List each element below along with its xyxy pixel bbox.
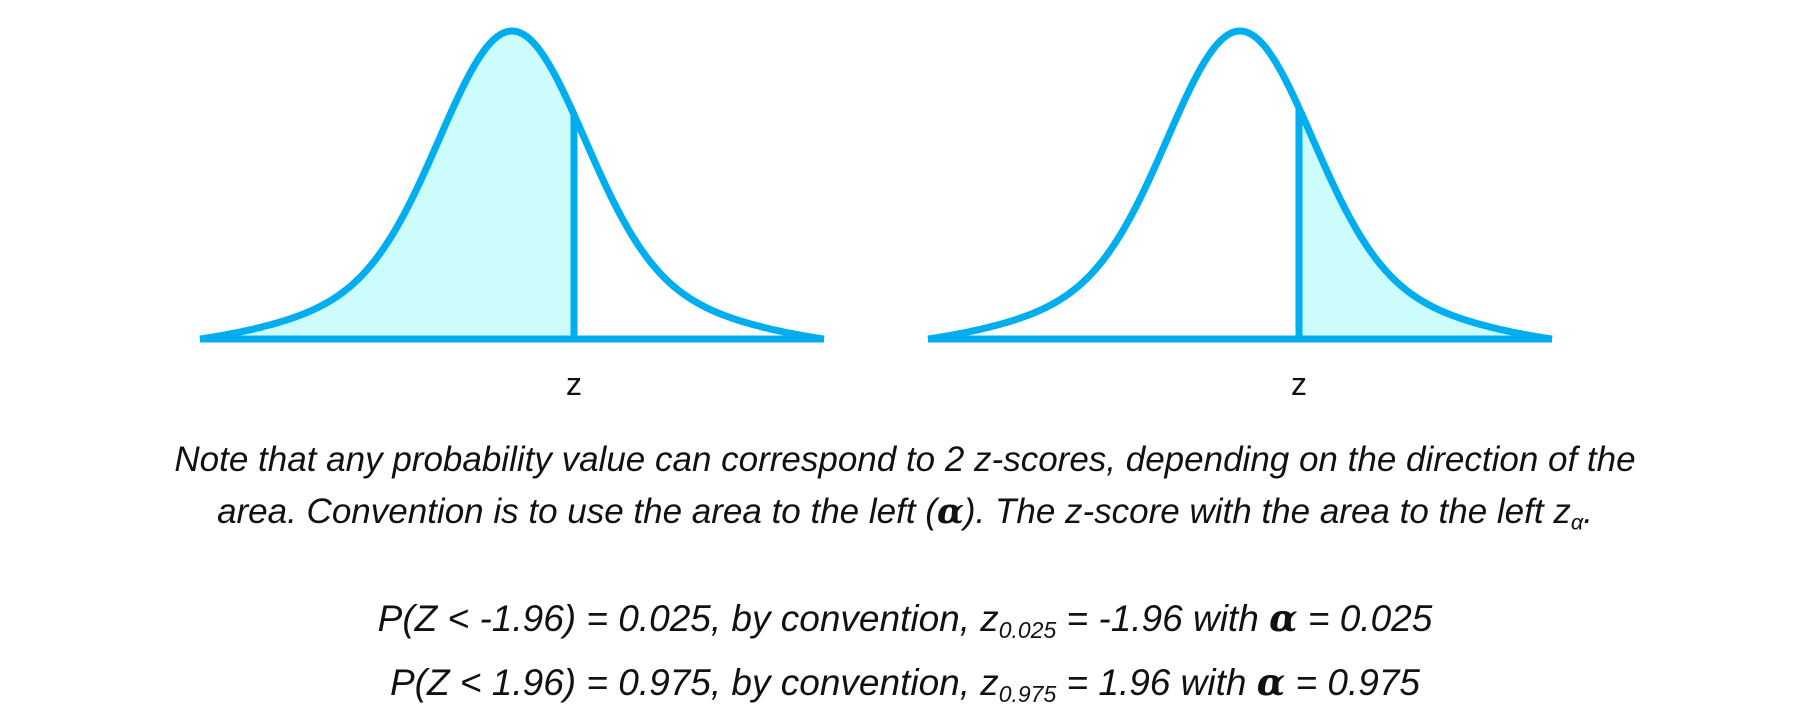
alpha: α (936, 491, 964, 532)
equation: P(Z < -1.96) = 0.025, by convention, z0.… (0, 592, 1810, 656)
subscript: α (1570, 509, 1584, 535)
text: ). The z-score with the area to the left… (963, 492, 1571, 531)
curves (198, 27, 1554, 343)
subscript: 0.025 (998, 616, 1057, 643)
alpha: α (1256, 659, 1286, 704)
text: = -1.96 with (1056, 598, 1270, 639)
text: = 0.025 (1297, 598, 1433, 639)
bell-curve (198, 27, 826, 343)
z-label: z (566, 366, 582, 402)
subscript: 0.975 (998, 680, 1057, 707)
note: Note that any probability value can corr… (0, 434, 1810, 549)
text: P(Z < 1.96) = 0.975, by convention, z (389, 661, 999, 703)
text: = 1.96 with (1056, 661, 1257, 703)
z-label: z (1291, 366, 1307, 402)
equation: P(Z < 1.96) = 0.975, by convention, z0.9… (0, 656, 1810, 720)
alpha: α (1269, 596, 1298, 640)
shaded-area (200, 31, 574, 339)
text: area. Convention is to use the area to t… (217, 492, 937, 531)
note-line: Note that any probability value can corr… (174, 440, 1636, 479)
equations: P(Z < -1.96) = 0.025, by convention, z0.… (0, 592, 1810, 720)
shaded-area (1299, 108, 1552, 339)
text: P(Z < -1.96) = 0.025, by convention, z (377, 598, 999, 639)
text: = 0.975 (1285, 661, 1421, 703)
text: . (1583, 492, 1593, 531)
bell-curve (926, 27, 1554, 343)
note-line: area. Convention is to use the area to t… (0, 486, 1810, 549)
